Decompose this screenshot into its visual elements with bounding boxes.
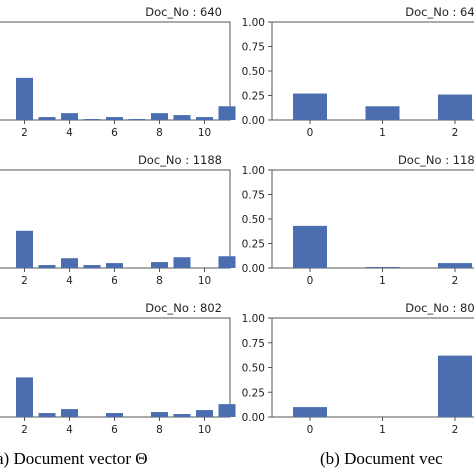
bar (106, 263, 123, 268)
x-tick-label: 8 (156, 127, 163, 139)
x-tick-label: 8 (156, 275, 163, 287)
panel-1: Doc_No : 64001230.000.250.500.751.00 (242, 5, 474, 139)
y-tick-label: 0.25 (242, 91, 265, 103)
bar (218, 404, 236, 417)
x-tick-label: 10 (198, 424, 211, 436)
x-tick-label: 8 (156, 424, 163, 436)
bar (196, 117, 213, 120)
y-tick-label: 1.00 (242, 17, 265, 29)
y-tick-label: 1.00 (242, 165, 265, 177)
y-tick-label: 0.75 (242, 190, 265, 202)
panel-title: Doc_No : 802 (145, 301, 222, 315)
panel-4: Doc_No : 802 2 4 6 8 10 (0, 301, 236, 436)
panel-2: Doc_No : 1188 2 4 6 8 10 (0, 153, 236, 287)
panel-5: Doc_No : 80201230.000.250.500.751.00 (242, 301, 474, 436)
caption-right: (b) Document vec (320, 449, 443, 468)
bar (293, 407, 327, 417)
y-tick-label: 0.25 (242, 387, 265, 399)
panel-title: Doc_No : 1188 (138, 153, 222, 167)
panel-title: Doc_No : 802 (405, 301, 474, 315)
bar (106, 413, 123, 417)
x-tick-label: 4 (66, 424, 73, 436)
bar (173, 414, 191, 417)
x-tick-label: 4 (66, 275, 73, 287)
x-tick-label: 10 (198, 275, 211, 287)
y-tick-label: 0.50 (242, 214, 265, 226)
bar (16, 377, 33, 417)
panel-title: Doc_No : 1188 (398, 153, 474, 167)
bar (196, 410, 213, 417)
x-tick-label: 1 (379, 275, 386, 287)
panel-0: Doc_No : 640 2 4 6 8 10 (0, 5, 236, 139)
bar (438, 355, 472, 417)
bar (365, 267, 400, 268)
bar (438, 263, 472, 268)
x-tick-label: 2 (452, 275, 459, 287)
x-tick-label: 2 (21, 275, 28, 287)
x-tick-label: 6 (111, 275, 118, 287)
y-tick-label: 0.00 (242, 412, 265, 424)
caption-left: a) Document vector Θ (0, 449, 148, 468)
bar (61, 258, 78, 268)
y-tick-label: 0.00 (242, 263, 265, 275)
x-tick-label: 10 (198, 127, 211, 139)
y-tick-label: 0.50 (242, 66, 265, 78)
panel-title: Doc_No : 640 (405, 5, 474, 19)
panel-frame (0, 317, 231, 418)
x-tick-label: 2 (21, 127, 28, 139)
x-tick-label: 1 (379, 424, 386, 436)
bar (293, 225, 327, 268)
x-tick-label: 6 (111, 127, 118, 139)
panel-title: Doc_No : 640 (145, 5, 222, 19)
x-tick-label: 4 (66, 127, 73, 139)
bar (151, 262, 168, 268)
x-tick-label: 6 (111, 424, 118, 436)
x-tick-label: 0 (307, 127, 314, 139)
y-tick-label: 0.75 (242, 338, 265, 350)
panel-frame (0, 21, 231, 121)
bar (151, 412, 168, 417)
bar (38, 413, 56, 417)
y-tick-label: 0.00 (242, 115, 265, 127)
bar (151, 113, 168, 120)
bar (173, 115, 191, 120)
bar (438, 94, 472, 120)
y-tick-label: 0.25 (242, 239, 265, 251)
bar (61, 113, 78, 120)
x-tick-label: 2 (21, 424, 28, 436)
bar (128, 119, 146, 120)
y-tick-label: 0.50 (242, 363, 265, 375)
bar (106, 117, 123, 120)
panel-3: Doc_No : 118801230.000.250.500.751.00 (242, 153, 474, 287)
bar (61, 409, 78, 417)
x-tick-label: 1 (379, 127, 386, 139)
bar (38, 117, 56, 120)
bar (16, 77, 33, 120)
y-tick-label: 0.75 (242, 42, 265, 54)
bar (83, 119, 101, 120)
bar (173, 257, 191, 268)
x-tick-label: 0 (307, 275, 314, 287)
bar (83, 265, 101, 268)
panel-frame (0, 169, 231, 269)
bar (218, 256, 236, 268)
x-tick-label: 2 (452, 127, 459, 139)
x-tick-label: 2 (452, 424, 459, 436)
bar (218, 106, 236, 120)
bar (293, 93, 327, 120)
x-tick-label: 0 (307, 424, 314, 436)
bar (365, 106, 400, 120)
bar (16, 230, 33, 268)
y-tick-label: 1.00 (242, 313, 265, 325)
bar (38, 265, 56, 268)
